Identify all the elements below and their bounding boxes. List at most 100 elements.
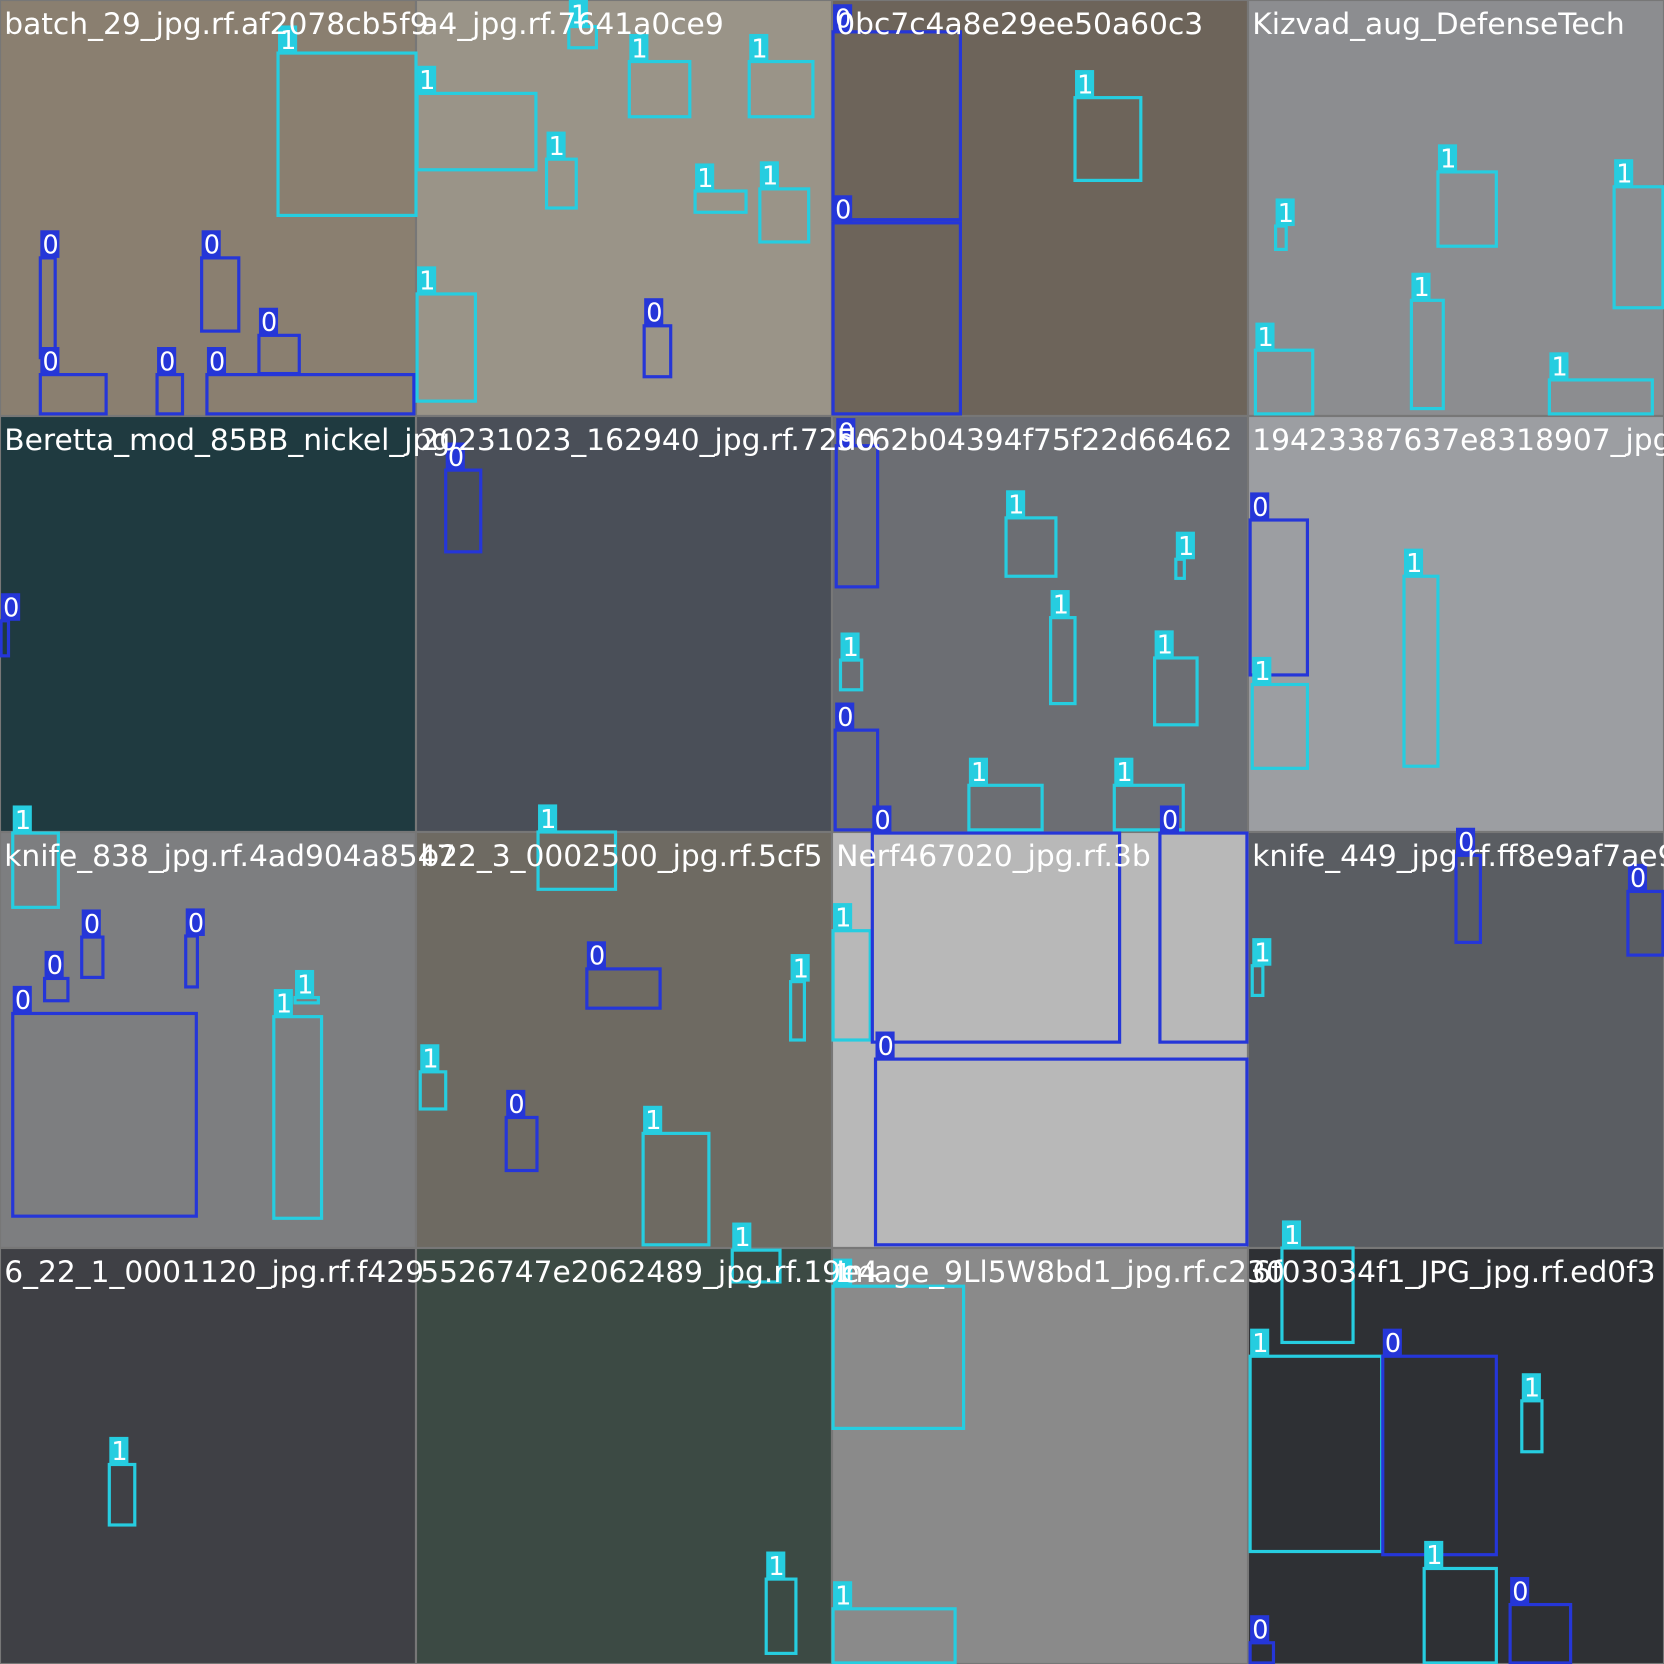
class-label-bg [1255,322,1275,351]
class-label: 0 [646,299,662,329]
class-label: 0 [84,910,100,940]
class-label-bg [840,632,860,661]
class-label-bg [1250,492,1270,520]
tile-image [0,830,418,1250]
class-label-bg [417,266,437,294]
class-label: 1 [15,806,31,836]
tile-filename: Nerf467020_jpg.rf.3b [836,839,1151,874]
class-label: 1 [1426,1541,1442,1571]
bounding-box [641,1131,711,1247]
bounding-box [1248,518,1310,677]
class-label-bg [1154,630,1174,658]
bounding-box [11,1011,198,1218]
tile-image [414,1246,834,1664]
class-label: 1 [793,954,809,984]
bounding-box [200,256,241,333]
class-label: 1 [1284,1221,1300,1251]
class-label-bg [833,4,853,32]
class-label-bg [506,1089,526,1118]
class-label-bg [1250,1328,1270,1357]
tile-image [414,0,834,418]
tile-filename: batch_29_jpg.rf.af2078cb5f9 [4,7,428,42]
tile-filename: 0bc7c4a8e29ee50a60c3 [836,7,1203,42]
tile-filename: 5c62b04394f75f22d66462 [836,423,1232,458]
class-label: 1 [1252,1329,1268,1359]
bounding-box [1004,516,1058,578]
bounding-box [1547,378,1654,416]
bounding-box [1073,96,1143,182]
class-label-bg [44,950,64,979]
bounding-box [205,373,416,416]
bounding-box [834,444,880,589]
tile-image [414,414,834,834]
bounding-box [1280,1246,1355,1345]
tile-filename: b22_3_0002500_jpg.rf.5cf5 [420,839,822,874]
class-label: 0 [42,347,58,377]
class-label: 0 [1252,1616,1268,1646]
class-label: 0 [1162,806,1178,836]
bounding-box [1253,348,1315,416]
class-label-bg [1382,1328,1402,1357]
class-label-bg [968,757,988,786]
tile-filename: 20231023_162940_jpg.rf.72d0 [420,423,875,458]
bounding-box [693,189,748,214]
class-label-bg [1411,272,1431,301]
class-label: 1 [762,162,778,192]
tile-image [830,1246,1250,1664]
class-label: 0 [188,909,204,939]
bounding-box [747,59,815,119]
class-label-bg [759,161,779,189]
class-label: 0 [589,942,605,972]
class-label: 1 [1440,145,1456,175]
class-label: 1 [1258,323,1274,353]
class-label: 0 [508,1090,524,1120]
tile-image [830,414,1250,834]
bounding-box [1508,1602,1573,1664]
class-label: 1 [1414,273,1430,303]
class-label-bg [749,33,769,62]
class-label-bg [1050,590,1070,618]
class-label-bg [1075,70,1095,98]
class-label-bg [833,903,853,931]
bounding-box [11,831,60,909]
bounding-box [870,831,1122,1044]
bounding-box [536,830,618,891]
class-label-bg [1614,159,1634,187]
class-label-bg [1437,144,1458,172]
class-label: 0 [3,594,19,624]
class-label: 1 [1552,353,1568,383]
class-label-bg [835,702,855,731]
bounding-box [730,1248,782,1284]
class-label-bg [295,969,315,998]
class-label: 1 [1053,590,1069,620]
class-label: 0 [159,347,175,377]
bounding-box [1158,831,1249,1044]
tile-filename: 6f03034f1_JPG_jpg.rf.ed0f3 [1252,1255,1655,1290]
bounding-box [415,91,538,172]
class-label-bg [1627,863,1648,892]
class-label: 1 [419,267,435,297]
class-label: 1 [280,26,296,56]
class-label: 0 [837,703,853,733]
class-label: 0 [15,986,31,1016]
class-label: 0 [1385,1329,1401,1359]
class-label-bg [273,989,293,1017]
class-label-bg [1424,1540,1444,1569]
class-label: 0 [204,231,220,261]
class-label-bg [872,805,892,834]
class-label: 1 [734,1223,750,1253]
tile-image [830,0,1250,418]
class-label: 1 [1278,199,1294,229]
bounding-box [1112,783,1185,832]
bounding-box [1250,682,1310,770]
class-label-bg [790,954,810,982]
class-label-bg [40,347,60,375]
class-label-bg [1510,1576,1530,1605]
class-label: 1 [835,1582,851,1612]
class-label-bg [445,442,465,471]
bounding-box [833,728,880,832]
tile-image [1246,1246,1664,1664]
class-label-bg [157,347,177,375]
